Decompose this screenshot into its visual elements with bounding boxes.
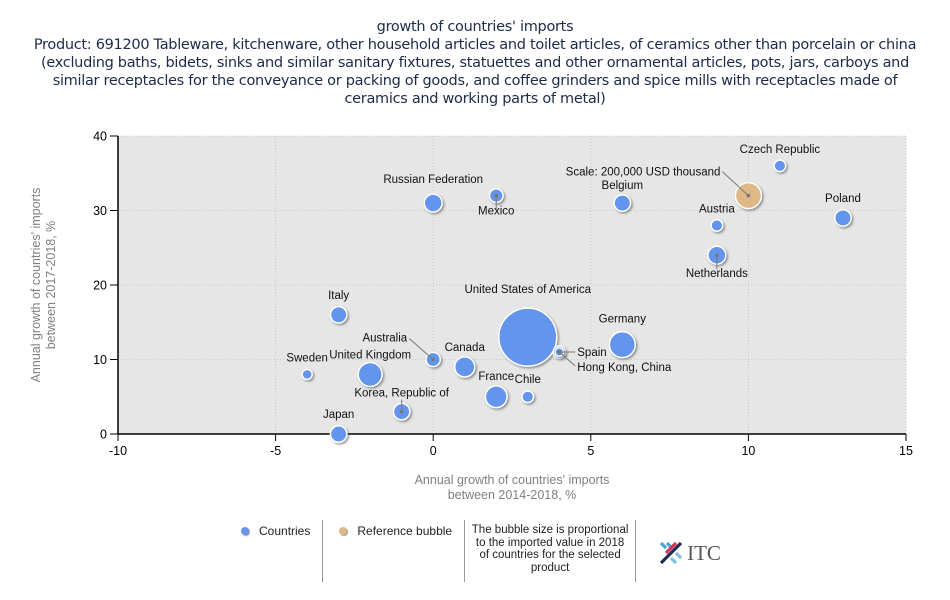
label-leader-line [558,351,576,367]
bubble-label-italy: Italy [328,290,349,302]
bubble-label-spain: Spain [577,347,606,359]
legend-divider [464,520,466,582]
label-leader-line [408,338,434,360]
itc-logo-text: ITC [687,540,721,565]
bubble-sweden[interactable] [301,368,313,381]
legend-label-countries: Countries [259,524,311,538]
bubble-chile[interactable] [521,390,535,404]
bubble-label-belgium: Belgium [602,180,644,192]
bubble-label-united-kingdom: United Kingdom [329,349,411,361]
y-tick-label: 10 [93,353,107,367]
y-tick-label: 0 [100,428,107,442]
bubble-label-canada: Canada [445,342,486,354]
bubble-label-austria: Austria [699,203,735,215]
bubble-label-scale-200-000-usd-thousand: Scale: 200,000 USD thousand [566,167,721,179]
axes: -10 -5 0 5 10 15 0 10 20 30 40 [93,130,913,459]
bubble-labels: United States of America Germany United Ki… [286,144,861,421]
bubble-label-russian-federation: Russian Federation [383,174,483,186]
y-tick-label: 40 [93,130,107,144]
bubble-chart: -10 -5 0 5 10 15 0 10 20 30 40 Annual growth of co… [29,130,913,503]
label-leader-line [722,171,749,196]
y-axis-title: Annual growth of countries' importsbetwe… [29,188,58,383]
itc-logo-icon [659,541,683,565]
bubble-label-sweden: Sweden [286,352,328,364]
bubble-label-poland: Poland [825,193,861,205]
label-leader-lines [399,171,751,414]
legend-divider [322,520,324,582]
bubble-belgium[interactable] [613,194,632,213]
bubble-italy[interactable] [329,305,348,324]
x-tick-label: 5 [587,444,594,458]
bubble-center-dot [399,409,404,414]
bubble-label-mexico: Mexico [478,206,514,218]
x-tick-label: -10 [109,444,127,458]
bubble-united-kingdom[interactable] [357,361,383,388]
countries-dot-icon [241,527,249,535]
y-tick-label: 30 [93,204,107,218]
bubble-canada[interactable] [453,356,476,378]
legend-item-reference[interactable]: Reference bubble [323,520,464,582]
bubble-label-czech-republic: Czech Republic [740,144,821,156]
chart-main-title: growth of countries' imports [376,19,574,35]
bubble-label-united-states-of-america: United States of America [464,284,591,296]
x-tick-label: 0 [430,444,437,458]
bubble-label-germany: Germany [599,314,647,326]
x-tick-label: -5 [270,444,281,458]
bubble-czech-republic[interactable] [773,159,787,173]
legend-label-reference: Reference bubble [357,524,453,538]
x-tick-label: 10 [741,444,755,458]
legend-item-countries[interactable]: Countries [225,520,322,582]
reference-dot-icon [339,527,348,535]
bubble-label-netherlands: Netherlands [686,268,748,280]
legend-divider [635,520,637,582]
x-axis-title: Annual growth of countries' imports betwe… [415,473,610,502]
legend-note: The bubble size is proportional to the i… [471,524,629,574]
bubble-japan[interactable] [329,425,348,443]
bubble-austria[interactable] [710,218,724,232]
bubble-label-korea-republic-of: Korea, Republic of [354,388,449,400]
bubble-label-france: France [478,371,514,383]
chart-title: growth of countries' imports Product: 69… [0,18,950,108]
bubble-label-chile: Chile [515,374,541,386]
bubble-label-japan: Japan [323,409,354,421]
bubble-russian-federation[interactable] [423,193,443,213]
bubble-poland[interactable] [834,208,852,227]
y-tick-label: 20 [93,279,107,293]
x-tick-label: 15 [899,444,913,458]
chart-subtitle: Product: 691200 Tableware, kitchenware, … [33,37,917,107]
bubble-france[interactable] [484,385,508,409]
itc-logo: ITC [636,520,721,582]
bubble-label-hong-kong-china: Hong Kong, China [577,362,672,374]
chart-legend: Countries Reference bubble The bubble si… [225,520,721,582]
bubble-label-australia: Australia [362,333,407,345]
bubble-germany[interactable] [608,330,637,359]
bubbles [301,159,852,443]
bubble-united-states-of-america[interactable] [498,307,558,367]
